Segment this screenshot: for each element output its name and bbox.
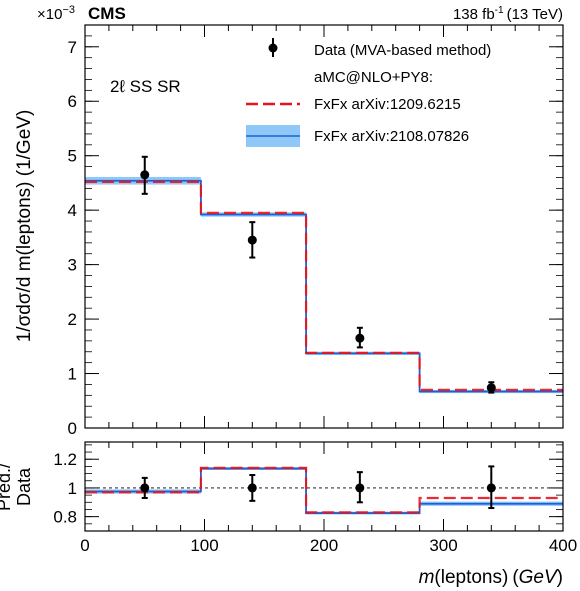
- x-axis-ticks: 0 100 200 300 400: [80, 25, 577, 555]
- series-b-line: [85, 179, 563, 393]
- data-point: [486, 383, 496, 393]
- y-tick-label: 2: [68, 310, 77, 329]
- y-tick-label: 1.2: [53, 450, 77, 469]
- y-tick-label: 4: [68, 201, 77, 220]
- ratio-plot-area: [85, 465, 563, 515]
- legend-label-data: Data (MVA-based method): [314, 42, 491, 59]
- legend-marker-series-b: [246, 125, 300, 147]
- data-point: [140, 483, 150, 493]
- main-y-ticks: 0 1 2 3 4 5 6 7: [68, 35, 563, 438]
- main-plot-area: [85, 155, 563, 394]
- y-tick-label: 7: [68, 38, 77, 57]
- luminosity-label: 138 fb-1 (13 TeV): [453, 5, 563, 23]
- x-tick-label: 200: [310, 536, 338, 555]
- y-tick-label: 1: [68, 479, 77, 498]
- legend-label-generator: aMC@NLO+PY8:: [314, 69, 433, 86]
- y-tick-label: 6: [68, 92, 77, 111]
- ratio-panel: 0.8 1 1.2 Pred./Data 0 100 200 300 400 m(lepto…: [0, 25, 577, 588]
- y-tick-label: 5: [68, 147, 77, 166]
- data-point: [355, 483, 365, 493]
- data-point: [486, 483, 496, 493]
- data-point: [247, 483, 257, 493]
- legend-label-series-a: FxFx arXiv:1209.6215: [314, 96, 461, 113]
- ratio-y-axis-label: Pred./Data: [0, 463, 34, 511]
- main-panel: 0 1 2 3 4 5 6 7 2ℓ SS SR 1/σdσ/d m(leptons) (1/…: [14, 24, 564, 438]
- x-tick-label: 100: [190, 536, 218, 555]
- x-tick-label: 0: [80, 536, 89, 555]
- data-point: [140, 170, 150, 180]
- data-point: [247, 235, 257, 245]
- exponent-label: ×10−3: [37, 4, 75, 23]
- experiment-label: CMS: [88, 4, 126, 23]
- region-label: 2ℓ SS SR: [110, 77, 181, 96]
- series-a-line: [85, 180, 563, 391]
- legend-marker-data: [268, 38, 278, 57]
- legend-label-series-b: FxFx arXiv:2108.07826: [314, 128, 469, 145]
- x-tick-label: 400: [549, 536, 577, 555]
- series-a-line: [85, 466, 563, 514]
- x-axis-label: m(leptons) (GeV): [419, 567, 563, 588]
- y-tick-label: 1: [68, 365, 77, 384]
- x-tick-label: 300: [429, 536, 457, 555]
- y-tick-label: 3: [68, 256, 77, 275]
- main-y-axis-label: 1/σdσ/d m(leptons) (1/GeV): [14, 110, 35, 343]
- legend: Data (MVA-based method) aMC@NLO+PY8: FxF…: [246, 38, 491, 147]
- y-tick-label: 0: [68, 419, 77, 438]
- y-tick-label: 0.8: [53, 508, 77, 527]
- data-point: [355, 333, 365, 343]
